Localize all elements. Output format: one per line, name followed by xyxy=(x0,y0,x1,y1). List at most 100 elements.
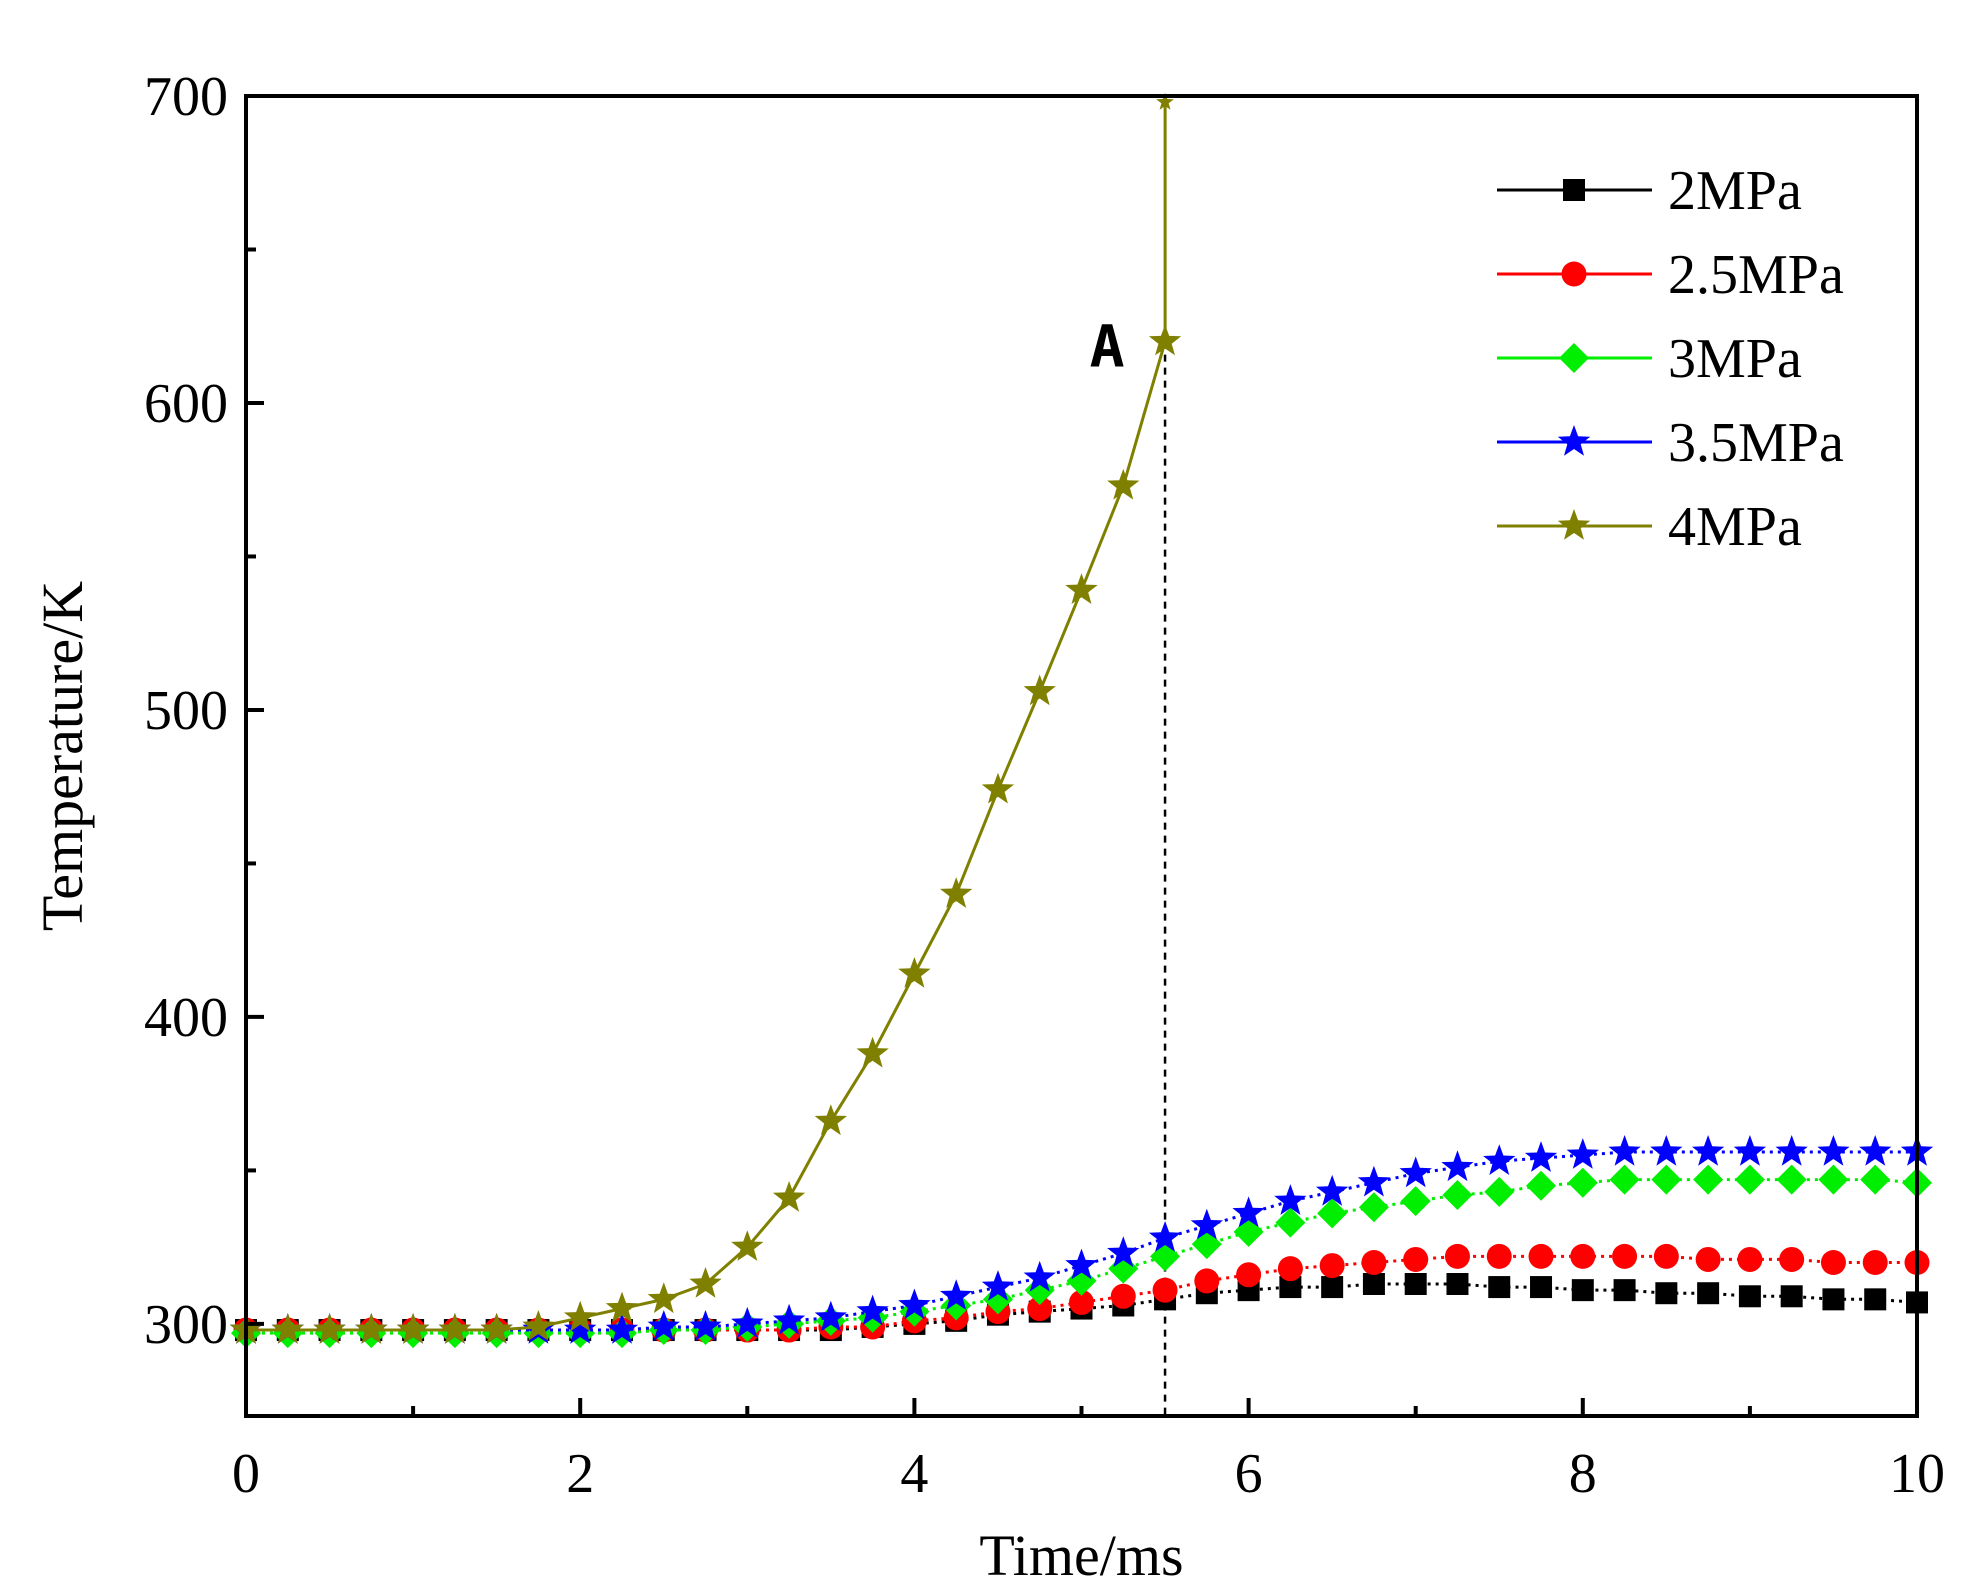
data-point xyxy=(1817,1135,1850,1166)
data-point xyxy=(1107,468,1140,500)
annotation-label: A xyxy=(1090,313,1125,381)
data-point xyxy=(1321,1276,1344,1299)
data-point xyxy=(480,1313,513,1344)
legend-item: 3MPa xyxy=(1497,328,1802,390)
data-point xyxy=(1403,1246,1429,1272)
data-point xyxy=(856,1294,889,1326)
y-tick-label: 600 xyxy=(144,373,228,435)
data-point xyxy=(1526,1170,1557,1201)
data-point xyxy=(1441,1150,1474,1182)
data-point xyxy=(564,1300,597,1332)
data-point xyxy=(689,1310,722,1341)
data-point xyxy=(1818,1164,1849,1195)
data-point xyxy=(605,1313,639,1344)
data-point xyxy=(1738,1285,1761,1308)
data-point xyxy=(772,1181,806,1212)
legend-item: 2.5MPa xyxy=(1497,244,1844,306)
data-point xyxy=(1152,1277,1178,1303)
data-point xyxy=(605,1291,639,1323)
data-point xyxy=(1486,1243,1512,1269)
data-point xyxy=(1027,1296,1053,1322)
x-tick-label: 2 xyxy=(566,1443,594,1505)
data-point xyxy=(1442,1179,1473,1210)
data-point xyxy=(1275,1207,1306,1238)
data-point xyxy=(814,1300,847,1332)
x-tick-label: 6 xyxy=(1235,1443,1263,1505)
legend-label: 2MPa xyxy=(1668,160,1802,222)
data-point xyxy=(1236,1262,1262,1288)
data-point xyxy=(981,772,1015,804)
data-point xyxy=(981,1270,1015,1301)
data-point xyxy=(1570,1243,1596,1269)
data-point xyxy=(1446,1273,1469,1295)
data-point xyxy=(1148,324,1182,356)
data-point xyxy=(1190,1208,1223,1240)
legend-item: 2MPa xyxy=(1497,160,1802,222)
legend-marker xyxy=(1559,343,1589,373)
data-point xyxy=(1859,1135,1892,1166)
data-point xyxy=(1065,573,1098,604)
data-point xyxy=(396,1313,430,1344)
data-point xyxy=(1069,1289,1094,1315)
plot-frame xyxy=(244,94,1919,1418)
data-point xyxy=(1651,1164,1682,1195)
legend-marker xyxy=(1563,179,1585,201)
x-tick-label: 10 xyxy=(1889,1443,1945,1505)
data-point xyxy=(982,1284,1013,1315)
data-point xyxy=(731,1306,764,1338)
data-point xyxy=(1571,1279,1594,1302)
data-point xyxy=(1612,1243,1638,1269)
data-point xyxy=(1779,1246,1805,1272)
data-point xyxy=(1024,1275,1055,1306)
data-point xyxy=(731,1230,764,1261)
data-point xyxy=(1316,1174,1349,1206)
data-point xyxy=(1279,1276,1302,1299)
data-point xyxy=(1653,1243,1679,1269)
data-point xyxy=(898,957,931,988)
data-point xyxy=(271,1313,304,1344)
legend-label: 2.5MPa xyxy=(1668,244,1844,306)
data-point xyxy=(1156,92,1174,110)
data-point xyxy=(1488,1276,1511,1299)
series-line xyxy=(246,102,1167,1332)
data-point xyxy=(1733,1135,1767,1166)
legend-label: 3MPa xyxy=(1668,328,1802,390)
legend: 2MPa 2.5MPa 3MPa 3.5MPa 4MPa xyxy=(1497,160,1844,558)
data-point xyxy=(814,1104,847,1136)
data-point xyxy=(522,1310,555,1341)
data-point xyxy=(1822,1288,1845,1311)
data-point xyxy=(1317,1198,1348,1229)
data-point xyxy=(564,1313,597,1344)
data-point xyxy=(1357,1165,1391,1197)
x-tick-label: 0 xyxy=(232,1443,260,1505)
data-point xyxy=(1776,1164,1807,1195)
data-point xyxy=(1864,1288,1887,1311)
x-axis-title: Time/ms xyxy=(979,1523,1183,1588)
data-point xyxy=(1483,1144,1516,1175)
legend-marker xyxy=(1557,509,1591,540)
legend-marker xyxy=(1561,261,1587,287)
data-point xyxy=(1524,1141,1558,1172)
legend-item: 4MPa xyxy=(1497,496,1802,558)
data-point xyxy=(1780,1285,1803,1308)
data-point xyxy=(1194,1268,1220,1294)
y-tick-label: 700 xyxy=(144,66,228,128)
axis-tick-labels: 0 2 4 6 8 10 300 400 500 600 700 xyxy=(144,66,1945,1505)
data-point xyxy=(1150,1241,1181,1272)
data-point xyxy=(1232,1196,1265,1228)
data-point xyxy=(940,877,973,908)
data-point xyxy=(856,1036,889,1068)
data-point xyxy=(1065,1248,1098,1280)
data-point xyxy=(689,1267,722,1298)
data-point xyxy=(1277,1256,1303,1282)
data-point xyxy=(1820,1250,1846,1276)
data-point xyxy=(1734,1164,1765,1195)
data-point xyxy=(1530,1276,1553,1299)
data-point xyxy=(1650,1135,1683,1166)
data-point xyxy=(772,1303,806,1335)
series-4MPa xyxy=(229,92,1182,1344)
data-point xyxy=(647,1310,680,1341)
data-point xyxy=(1023,1260,1056,1292)
data-point xyxy=(1693,1164,1724,1195)
data-point xyxy=(1484,1176,1515,1207)
